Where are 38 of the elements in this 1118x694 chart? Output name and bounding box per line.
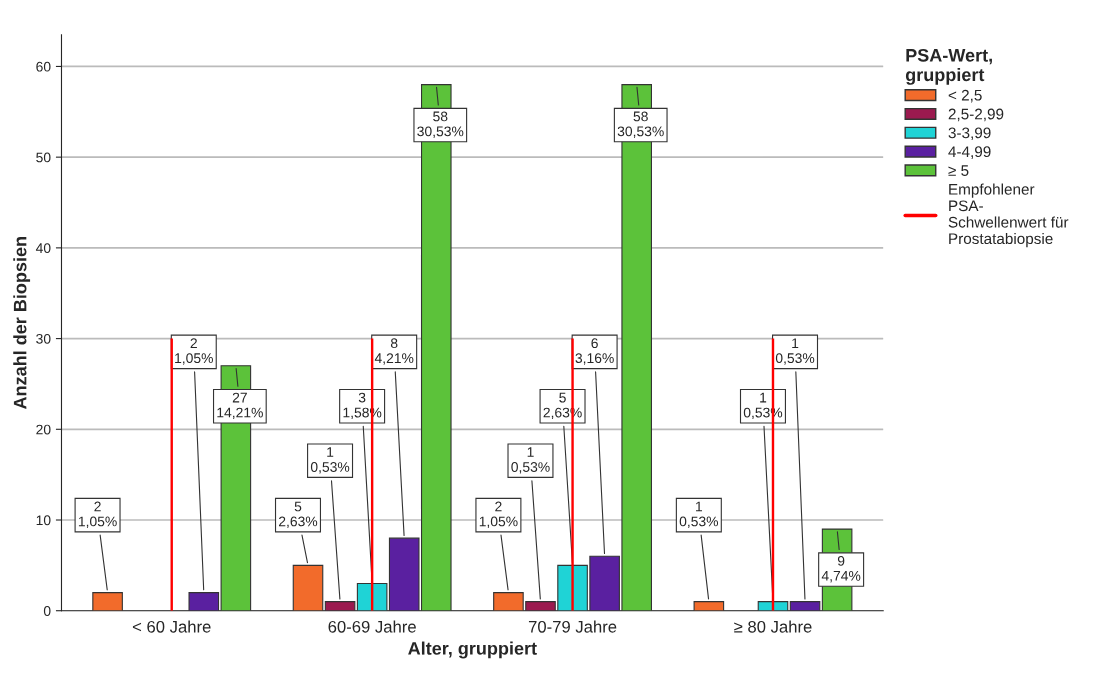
x-tick-label: 70-79 Jahre: [528, 620, 617, 633]
legend-label: ≥ 5: [948, 165, 969, 176]
bar: [789, 601, 821, 611]
legend-label: 2,5-2,99: [948, 108, 1004, 122]
data-label: 58 30,53%: [417, 111, 464, 138]
legend-label: 4-4,99: [948, 146, 991, 159]
x-tick-label: ≥ 80 Jahre: [734, 620, 812, 633]
y-tick-label: 40: [35, 243, 51, 254]
legend-label: 3-3,99: [948, 127, 991, 141]
legend-title: PSA-Wert, gruppiert: [905, 48, 992, 85]
y-tick-label: 50: [36, 152, 51, 163]
data-label: 58 30,53%: [617, 111, 664, 138]
bar: [92, 592, 123, 611]
legend-label: < 2,5: [948, 89, 982, 103]
data-label: 6 3,16%: [575, 338, 614, 365]
data-label: 1 0,53%: [511, 447, 550, 474]
data-label: 2 1,05%: [78, 501, 117, 528]
bar: [292, 564, 324, 611]
y-tick-label: 60: [36, 61, 51, 72]
data-label: 1 0,53%: [310, 447, 350, 474]
data-label: 1 0,53%: [775, 338, 815, 365]
y-axis-title: Anzahl der Biopsien: [13, 237, 31, 410]
x-tick-label: < 60 Jahre: [132, 620, 211, 633]
data-label: 27 14,21%: [217, 392, 263, 420]
x-axis-title: Alter, gruppiert: [408, 641, 537, 659]
data-label: 9 4,74%: [821, 555, 861, 583]
bar: [324, 601, 356, 611]
data-label: 8 4,21%: [374, 338, 414, 365]
y-tick-label: 20: [36, 424, 51, 435]
data-label: 5 2,63%: [279, 501, 318, 528]
y-tick-label: 10: [36, 515, 51, 526]
data-label: 1 0,53%: [679, 501, 719, 528]
x-tick-label: 60-69 Jahre: [328, 620, 416, 633]
y-tick-label: 0: [43, 606, 51, 616]
legend-label: Empfohlener PSA- Schwellenwert für Prostatabiopsie: [948, 183, 1069, 248]
data-label: 2 1,05%: [175, 338, 213, 365]
y-tick-label: 30: [36, 333, 51, 344]
data-label: 2 1,05%: [479, 501, 518, 528]
